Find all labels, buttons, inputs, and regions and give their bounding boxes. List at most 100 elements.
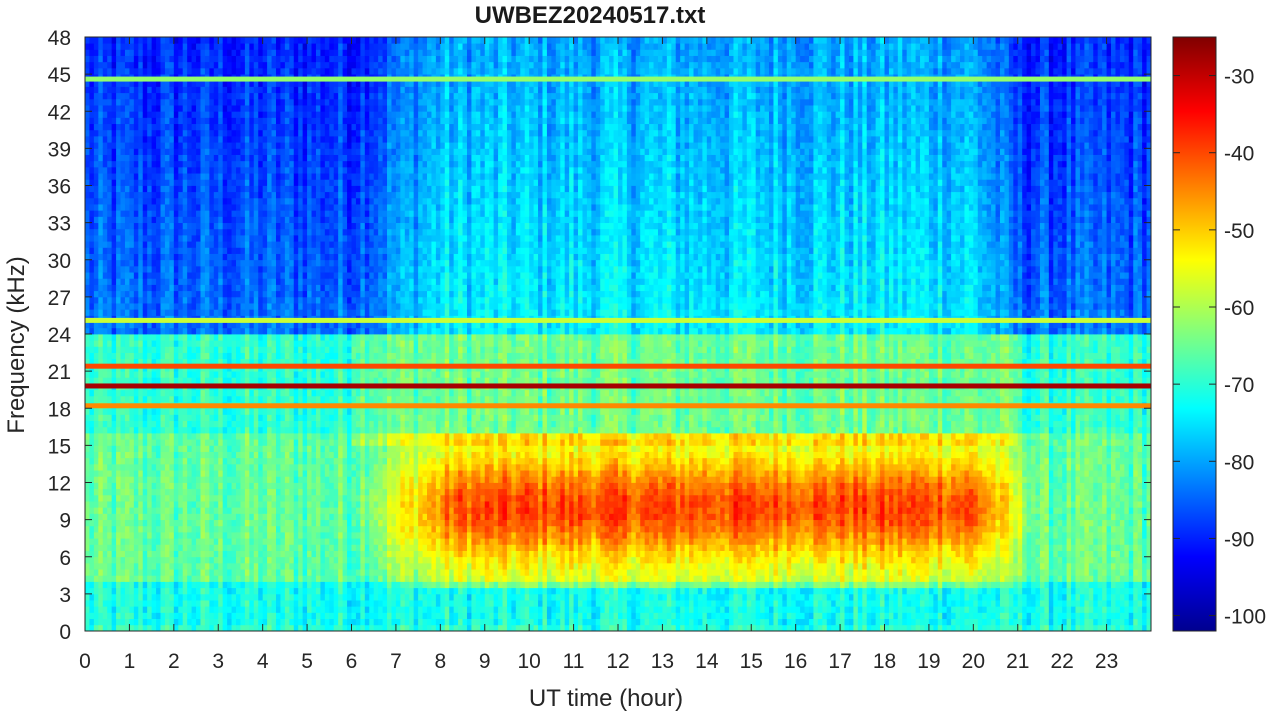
heatmap-cell	[209, 124, 214, 131]
heatmap-cell	[214, 334, 219, 341]
heatmap-cell	[147, 303, 152, 310]
heatmap-cell	[280, 192, 285, 199]
heatmap-cell	[205, 396, 210, 403]
heatmap-cell	[143, 582, 148, 589]
heatmap-cell	[303, 62, 308, 69]
heatmap-cell	[285, 186, 290, 193]
heatmap-cell	[178, 526, 183, 533]
heatmap-cell	[129, 223, 134, 230]
heatmap-cell	[214, 173, 219, 180]
heatmap-cell	[107, 544, 112, 551]
heatmap-cell	[178, 371, 183, 378]
heatmap-cell	[125, 254, 130, 261]
heatmap-cell	[187, 600, 192, 607]
heatmap-cell	[312, 278, 317, 285]
plot-area	[85, 37, 1151, 631]
heatmap-cell	[112, 43, 117, 50]
heatmap-cell	[125, 557, 130, 564]
heatmap-cell	[89, 210, 94, 217]
heatmap-cell	[205, 489, 210, 496]
heatmap-cell	[103, 458, 108, 465]
heatmap-cell	[205, 124, 210, 131]
heatmap-cell	[183, 470, 188, 477]
heatmap-cell	[227, 557, 232, 564]
heatmap-cell	[218, 99, 223, 106]
heatmap-cell	[138, 427, 143, 434]
heatmap-cell	[294, 489, 299, 496]
heatmap-cell	[187, 56, 192, 63]
heatmap-cell	[183, 371, 188, 378]
heatmap-cell	[103, 526, 108, 533]
heatmap-cell	[312, 390, 317, 397]
heatmap-cell	[134, 458, 139, 465]
heatmap-cell	[116, 210, 121, 217]
heatmap-cell	[263, 93, 268, 100]
heatmap-cell	[298, 538, 303, 545]
heatmap-cell	[236, 439, 241, 446]
heatmap-cell	[85, 551, 90, 558]
heatmap-cell	[294, 569, 299, 576]
heatmap-cell	[240, 136, 245, 143]
heatmap-cell	[183, 297, 188, 304]
heatmap-cell	[223, 575, 228, 582]
heatmap-cell	[143, 186, 148, 193]
heatmap-cell	[272, 186, 277, 193]
heatmap-cell	[276, 445, 281, 452]
heatmap-cell	[200, 68, 205, 75]
heatmap-cell	[240, 155, 245, 162]
heatmap-cell	[214, 223, 219, 230]
heatmap-cell	[223, 328, 228, 335]
heatmap-cell	[254, 606, 259, 613]
heatmap-cell	[161, 334, 166, 341]
heatmap-cell	[169, 247, 174, 254]
heatmap-cell	[152, 340, 157, 347]
heatmap-cell	[116, 445, 121, 452]
heatmap-cell	[94, 161, 99, 168]
heatmap-cell	[223, 37, 228, 44]
heatmap-cell	[289, 303, 294, 310]
heatmap-cell	[258, 414, 263, 421]
heatmap-cell	[103, 520, 108, 527]
heatmap-cell	[218, 254, 223, 261]
heatmap-cell	[272, 241, 277, 248]
heatmap-cell	[312, 588, 317, 595]
heatmap-cell	[125, 43, 130, 50]
heatmap-cell	[232, 43, 237, 50]
heatmap-cell	[249, 285, 254, 292]
heatmap-cell	[267, 544, 272, 551]
heatmap-cell	[249, 130, 254, 137]
heatmap-cell	[205, 291, 210, 298]
heatmap-cell	[263, 111, 268, 118]
heatmap-cell	[165, 396, 170, 403]
heatmap-cell	[298, 625, 303, 632]
heatmap-cell	[187, 93, 192, 100]
heatmap-cell	[294, 291, 299, 298]
heatmap-cell	[196, 600, 201, 607]
heatmap-cell	[98, 495, 103, 502]
heatmap-cell	[196, 483, 201, 490]
heatmap-cell	[192, 346, 197, 353]
heatmap-cell	[121, 414, 126, 421]
heatmap-cell	[112, 483, 117, 490]
heatmap-cell	[98, 563, 103, 570]
heatmap-cell	[94, 526, 99, 533]
heatmap-cell	[209, 538, 214, 545]
heatmap-cell	[183, 260, 188, 267]
heatmap-cell	[134, 483, 139, 490]
heatmap-cell	[98, 396, 103, 403]
heatmap-cell	[107, 68, 112, 75]
heatmap-cell	[285, 254, 290, 261]
heatmap-cell	[227, 371, 232, 378]
heatmap-cell	[112, 408, 117, 415]
heatmap-cell	[285, 532, 290, 539]
heatmap-cell	[218, 414, 223, 421]
heatmap-cell	[187, 223, 192, 230]
heatmap-cell	[121, 600, 126, 607]
heatmap-cell	[280, 452, 285, 459]
heatmap-cell	[138, 198, 143, 205]
heatmap-cell	[174, 142, 179, 149]
heatmap-cell	[89, 483, 94, 490]
heatmap-cell	[289, 427, 294, 434]
heatmap-cell	[94, 575, 99, 582]
heatmap-cell	[112, 198, 117, 205]
